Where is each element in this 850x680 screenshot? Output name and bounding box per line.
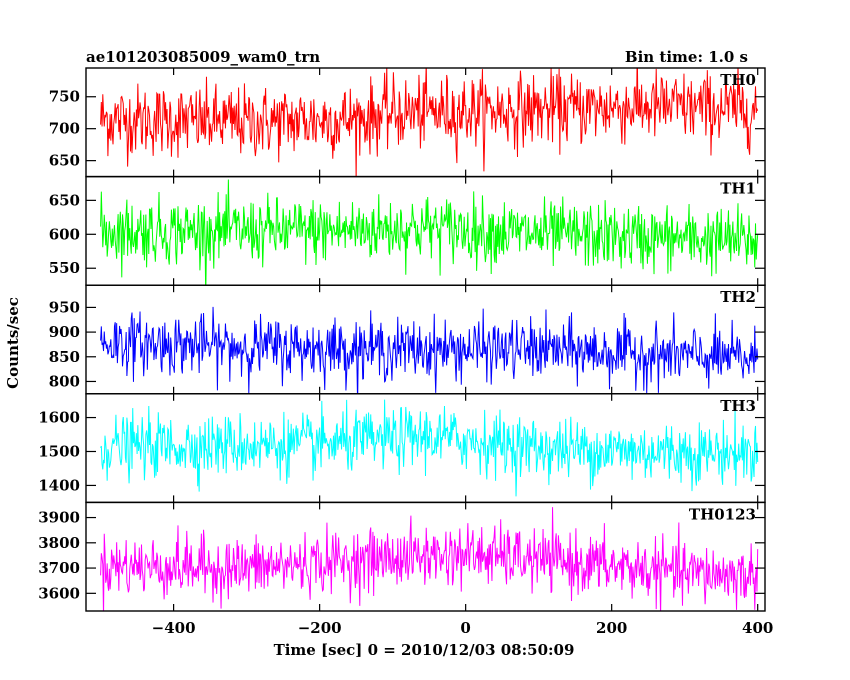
series-line-th2 — [100, 306, 759, 394]
chart-title: ae101203085009_wam0_trn — [86, 48, 320, 66]
series-line-th0 — [100, 68, 759, 177]
panel-th0: 650 700 750 TH0 — [49, 67, 766, 178]
y-tick-label: 650 — [49, 191, 80, 209]
panel-label-th2: TH2 — [720, 288, 756, 306]
y-tick-label: 750 — [49, 88, 80, 106]
y-tick-label: 3800 — [38, 534, 80, 552]
panel-label-th0123: TH0123 — [689, 505, 756, 523]
series-line-th3 — [100, 399, 759, 497]
panel-th0123: 3600 3700 3800 3900 TH0123 — [38, 501, 766, 612]
panel-th1: 550 600 650 TH1 — [49, 175, 766, 286]
y-axis-label: Counts/sec — [4, 297, 22, 389]
panels-group: 650 700 750 TH0 550 600 650 TH1 800 850 900 950 TH2 1… — [38, 67, 766, 612]
x-axis-label: Time [sec] 0 = 2010/12/03 08:50:09 — [274, 641, 575, 659]
panel-th3: 1400 1500 1600 TH3 — [38, 393, 766, 504]
y-tick-label: 900 — [49, 323, 80, 341]
bin-time-label: Bin time: 1.0 s — [625, 48, 748, 66]
y-tick-label: 3900 — [38, 509, 80, 527]
y-tick-label: 1500 — [38, 442, 80, 460]
y-tick-label: 3600 — [38, 584, 80, 602]
series-line-th0123 — [100, 507, 759, 611]
x-tick-label: 0 — [460, 619, 470, 637]
panel-label-th0: TH0 — [720, 71, 756, 89]
series-line-th1 — [100, 179, 759, 286]
panel-label-th3: TH3 — [720, 397, 756, 415]
y-tick-label: 3700 — [38, 559, 80, 577]
y-tick-label: 800 — [49, 372, 80, 390]
y-tick-label: 700 — [49, 120, 80, 138]
x-tick-label: −400 — [152, 619, 196, 637]
panel-label-th1: TH1 — [720, 180, 756, 198]
y-tick-label: 600 — [49, 225, 80, 243]
panel-frame — [85, 501, 766, 612]
y-tick-label: 1400 — [38, 476, 80, 494]
x-tick-label: 200 — [596, 619, 627, 637]
x-axis: −400 −200 0 200 400 — [152, 619, 774, 637]
x-tick-label: −200 — [298, 619, 342, 637]
x-tick-label: 400 — [742, 619, 773, 637]
panel-th2: 800 850 900 950 TH2 — [49, 284, 766, 395]
y-tick-label: 850 — [49, 348, 80, 366]
y-tick-label: 1600 — [38, 409, 80, 427]
y-tick-label: 950 — [49, 298, 80, 316]
y-tick-label: 650 — [49, 152, 80, 170]
y-tick-label: 550 — [49, 259, 80, 277]
